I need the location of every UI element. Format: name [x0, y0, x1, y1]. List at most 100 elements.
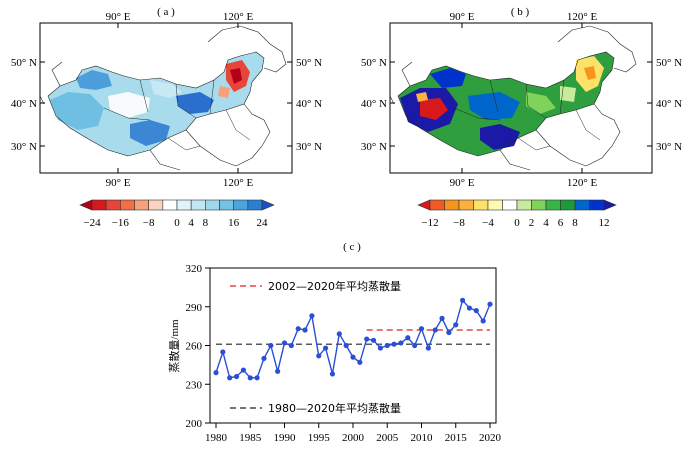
panel-b-colorbar-swatch: [473, 199, 489, 211]
panel-a-colorbar-tick-label: −16: [112, 217, 130, 229]
panel-c-reference-lines: [216, 329, 490, 345]
panel-b-colorbar-tick-label: 8: [572, 217, 578, 229]
data-point-1984: [240, 367, 246, 373]
panel-a-bottom-tick-90e: 90° E: [106, 177, 131, 189]
panel-a-colorbar-swatch: [219, 199, 234, 211]
panel-b-colorbar-tick-label: −4: [482, 217, 494, 229]
data-point-2013: [439, 315, 445, 321]
panel-b-bottom-tick-90e: 90° E: [450, 177, 475, 189]
panel-b-field-orange: [416, 92, 428, 102]
panel-a-colorbar-right-arrow: [261, 199, 275, 211]
data-point-1983: [233, 373, 240, 380]
panel-c: ( c ) 1980 1985 1990 1995 2000 2005 2010 2015 20…: [167, 241, 502, 444]
panel-b-left-tick-50n: 50° N: [361, 57, 387, 69]
data-point-2017: [466, 305, 473, 311]
panel-c-series: [213, 297, 493, 381]
panel-b-colorbar-tick-label: 2: [529, 217, 535, 229]
data-point-1986: [254, 375, 260, 381]
panel-a-top-tick-120e: 120° E: [223, 11, 254, 23]
panel-a-colorbar-swatch: [162, 199, 178, 211]
panel-c-y-axis-label: 蒸散量/mm: [167, 319, 181, 373]
data-point-1988: [268, 342, 274, 349]
panel-a-colorbar-swatch: [105, 199, 121, 211]
panel-a-colorbar-swatch: [120, 199, 135, 211]
data-point-2002: [364, 336, 370, 342]
panel-b-colorbar-swatch: [560, 199, 576, 211]
panel-a-colorbar-swatch: [247, 199, 263, 211]
data-point-2011: [425, 345, 431, 351]
data-point-1997: [329, 371, 336, 377]
data-point-2006: [391, 341, 397, 347]
panel-a-field-pale: [108, 92, 150, 118]
data-point-1995: [316, 353, 322, 359]
panel-a-left-tick-30n: 30° N: [11, 141, 37, 153]
panel-a-colorbar-swatch: [148, 199, 164, 211]
data-point-1987: [261, 355, 267, 362]
panel-a: ( a ): [11, 6, 322, 229]
panel-b-field-lightgreen: [526, 92, 556, 114]
panel-b-right-tick-30n: 30° N: [656, 141, 682, 153]
panel-a-right-tick-30n: 30° N: [296, 141, 322, 153]
panel-b-left-tick-40n: 40° N: [361, 98, 387, 110]
panel-b-colorbar-swatch: [531, 199, 547, 211]
data-point-1985: [247, 375, 253, 381]
data-point-1998: [336, 331, 342, 337]
data-point-2001: [357, 359, 363, 365]
data-point-2003: [370, 337, 377, 343]
panel-b-field-palegreen: [560, 86, 576, 102]
panel-c-plot-area: [209, 267, 497, 424]
panel-b-right-tick-40n: 40° N: [656, 98, 682, 110]
panel-b-bottom-tick-120e: 120° E: [567, 177, 598, 189]
data-point-1991: [288, 342, 294, 349]
panel-b-field-center-blue: [468, 92, 520, 120]
panel-c-x-tick-label: 1990: [274, 432, 297, 444]
data-point-1993: [302, 327, 308, 333]
data-point-2020: [487, 301, 493, 307]
panel-a-colorbar-swatch: [190, 199, 206, 211]
panel-a-left-tick-50n: 50° N: [11, 57, 37, 69]
panel-b-left-tick-30n: 30° N: [361, 141, 387, 153]
data-point-2019: [480, 318, 486, 324]
panel-a-field-west: [50, 92, 104, 130]
panel-b-label: ( b ): [511, 6, 530, 18]
data-point-2016: [460, 297, 466, 303]
panel-a-colorbar-swatch: [205, 199, 220, 211]
panel-a-field-center: [176, 92, 214, 114]
panel-a-colorbar-swatch: [134, 199, 149, 211]
panel-a-colorbar-tick-label: −24: [83, 217, 101, 229]
panel-c-x-tick-label: 2000: [342, 432, 365, 444]
panel-c-x-tick-label: 2010: [411, 432, 434, 444]
panel-a-colorbar-tick-label: 16: [228, 217, 240, 229]
data-point-1981: [220, 349, 226, 355]
legend-label-1980-2020: 1980—2020年平均蒸散量: [268, 401, 401, 415]
panel-a-field-mid: [150, 80, 182, 98]
panel-c-x-tick-label: 2020: [479, 432, 502, 444]
panel-a-field-orange: [218, 86, 230, 98]
panel-c-y-tick-label: 230: [186, 379, 203, 391]
panel-b-colorbar-tick-label: 12: [599, 217, 610, 229]
panel-c-x-tick-label: 2005: [376, 432, 399, 444]
panel-b-colorbar-tick-label: 4: [543, 217, 549, 229]
panel-b-colorbar-swatch: [444, 199, 460, 211]
panel-b-colorbar-swatch: [502, 199, 518, 211]
panel-b-colorbar-swatch: [458, 199, 474, 211]
panel-c-y-tick-label: 260: [186, 341, 203, 353]
data-point-2018: [473, 308, 479, 314]
panel-b-top-tick-90e: 90° E: [450, 11, 475, 23]
panel-a-map: [40, 25, 287, 171]
data-point-1992: [295, 326, 301, 332]
data-point-1990: [281, 340, 288, 346]
panel-c-axes: 1980 1985 1990 1995 2000 2005 2010 2015 20202002…: [186, 263, 502, 444]
panel-c-label: ( c ): [343, 241, 361, 253]
panel-b-colorbar-swatch: [429, 199, 445, 211]
panel-a-colorbar-tick-label: 8: [203, 217, 209, 229]
data-point-1996: [323, 345, 329, 351]
panel-b-colorbar-right-arrow: [603, 199, 617, 211]
panel-b: ( b ): [361, 6, 682, 229]
panel-a-colorbar-swatch: [176, 199, 192, 211]
panel-b-colorbar-swatch: [574, 199, 590, 211]
panel-c-y-tick-label: 320: [186, 263, 203, 275]
panel-b-field-north: [430, 68, 466, 88]
data-point-2009: [412, 342, 418, 349]
